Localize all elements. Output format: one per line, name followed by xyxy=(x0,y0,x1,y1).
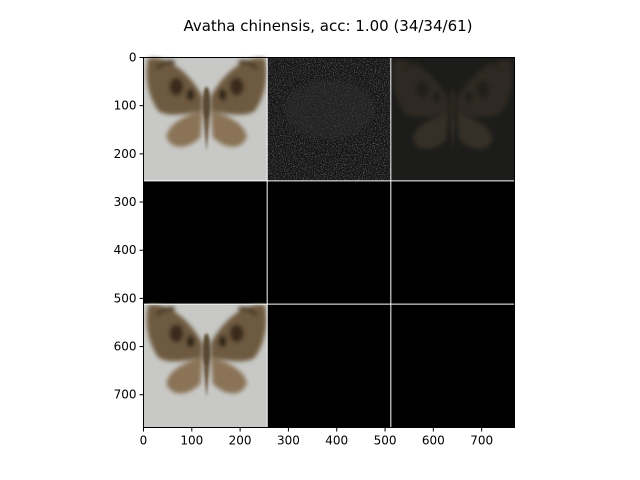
y-tick-label: 500 xyxy=(114,291,137,305)
grid-cell-0-0 xyxy=(143,58,268,181)
grid-cell-0-2 xyxy=(391,57,515,181)
grid-cell-1-1 xyxy=(267,180,391,305)
y-axis: 0 100 200 300 400 500 600 700 xyxy=(114,51,144,402)
y-tick-label: 700 xyxy=(114,388,137,402)
y-tick-label: 600 xyxy=(114,340,137,354)
grid-cell-2-0 xyxy=(143,304,268,428)
x-tick-label: 500 xyxy=(374,434,397,448)
grid-cell-2-1 xyxy=(267,304,391,428)
x-tick-label: 0 xyxy=(140,434,148,448)
x-tick-label: 200 xyxy=(229,434,252,448)
grid-cell-2-2 xyxy=(390,304,515,428)
x-axis: 0 100 200 300 400 500 600 700 xyxy=(140,427,493,448)
y-tick-label: 100 xyxy=(114,99,137,113)
x-tick-label: 600 xyxy=(422,434,445,448)
grid-cell-0-1 xyxy=(267,57,391,181)
grid-cell-1-2 xyxy=(390,180,515,305)
figure-title: Avatha chinensis, acc: 1.00 (34/34/61) xyxy=(183,17,473,35)
x-tick-label: 400 xyxy=(325,434,348,448)
y-tick-label: 200 xyxy=(114,147,137,161)
y-tick-label: 400 xyxy=(114,243,137,257)
x-tick-label: 300 xyxy=(277,434,300,448)
x-tick-label: 100 xyxy=(180,434,203,448)
x-tick-label: 700 xyxy=(470,434,493,448)
y-tick-label: 0 xyxy=(129,51,137,65)
axes-frame xyxy=(143,57,515,428)
y-tick-label: 300 xyxy=(114,195,137,209)
grid-cell-1-0 xyxy=(143,180,268,305)
